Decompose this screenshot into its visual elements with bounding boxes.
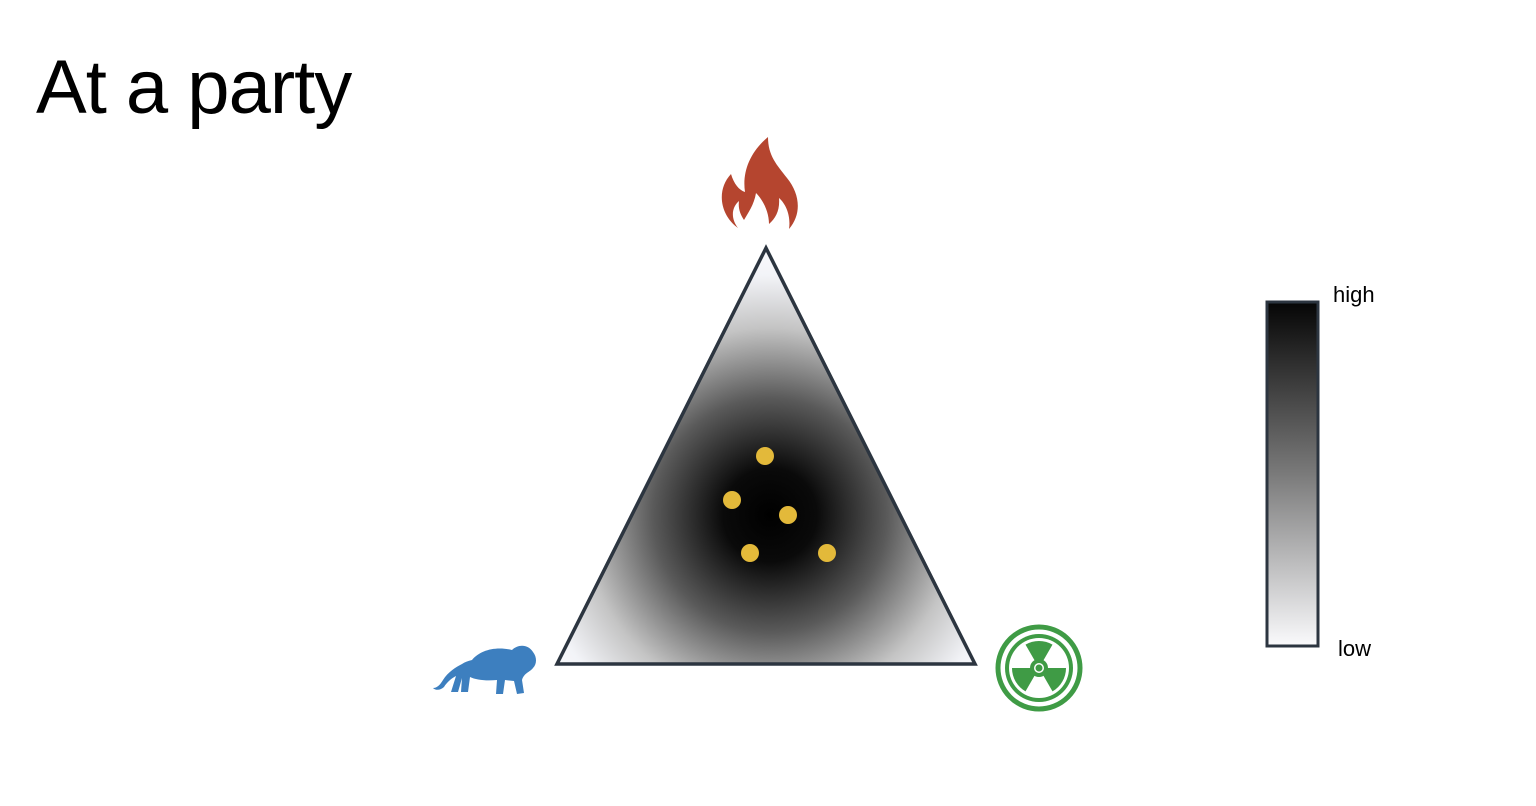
lion-icon — [433, 646, 536, 694]
radiation-icon — [998, 627, 1080, 709]
sample-point — [779, 506, 797, 524]
sample-point — [741, 544, 759, 562]
color-scale-bar — [1267, 302, 1318, 646]
sample-point — [756, 447, 774, 465]
sample-point — [818, 544, 836, 562]
scale-low-label: low — [1338, 636, 1371, 662]
sample-point — [723, 491, 741, 509]
scale-high-label: high — [1333, 282, 1375, 308]
fire-icon — [722, 137, 798, 229]
